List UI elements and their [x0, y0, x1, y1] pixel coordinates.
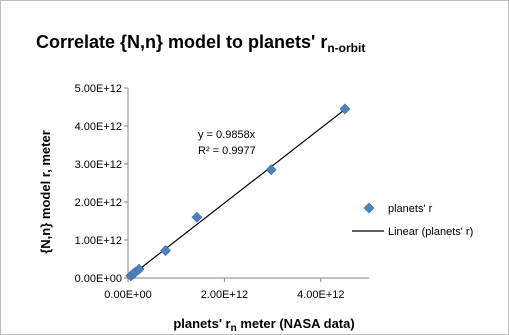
- x-axis-ticks: 0.00E+00 2.00E+12 4.00E+12: [104, 278, 345, 301]
- data-point-marker: [133, 263, 145, 275]
- y-tick-label: 0.00E+00: [75, 273, 122, 285]
- x-tick-label: 0.00E+00: [104, 289, 151, 301]
- data-point-marker: [265, 164, 277, 176]
- data-points: [125, 103, 351, 282]
- x-tick-label: 2.00E+12: [201, 289, 248, 301]
- y-tick-label: 2.00E+12: [75, 197, 122, 209]
- legend-marker-diamond: [363, 202, 375, 214]
- y-axis-ticks: 0.00E+00 1.00E+12 2.00E+12 3.00E+12 4.00E+12…: [75, 83, 128, 285]
- legend-label-trend: Linear (planets' r): [388, 226, 473, 238]
- legend-label-series: planets' r: [388, 203, 433, 215]
- x-axis-title: planets' rn meter (NASA data): [173, 316, 354, 334]
- y-tick-label: 4.00E+12: [75, 121, 122, 133]
- trendline-r2: R² = 0.9977: [198, 145, 256, 157]
- plot-area: 0.00E+00 1.00E+12 2.00E+12 3.00E+12 4.00E+12…: [75, 83, 369, 301]
- data-point-marker: [191, 211, 203, 223]
- y-tick-label: 5.00E+12: [75, 83, 122, 95]
- y-axis-title: {N,n} model r, meter: [38, 130, 53, 254]
- trendline-equation: y = 0.9858x: [198, 129, 256, 141]
- chart-title: Correlate {N,n} model to planets' rn-orb…: [36, 32, 365, 55]
- x-tick-label: 4.00E+12: [297, 289, 344, 301]
- data-point-marker: [339, 103, 351, 115]
- legend: planets' r Linear (planets' r): [352, 202, 473, 238]
- y-tick-label: 1.00E+12: [75, 235, 122, 247]
- data-point-marker: [160, 245, 171, 257]
- y-tick-label: 3.00E+12: [75, 159, 122, 171]
